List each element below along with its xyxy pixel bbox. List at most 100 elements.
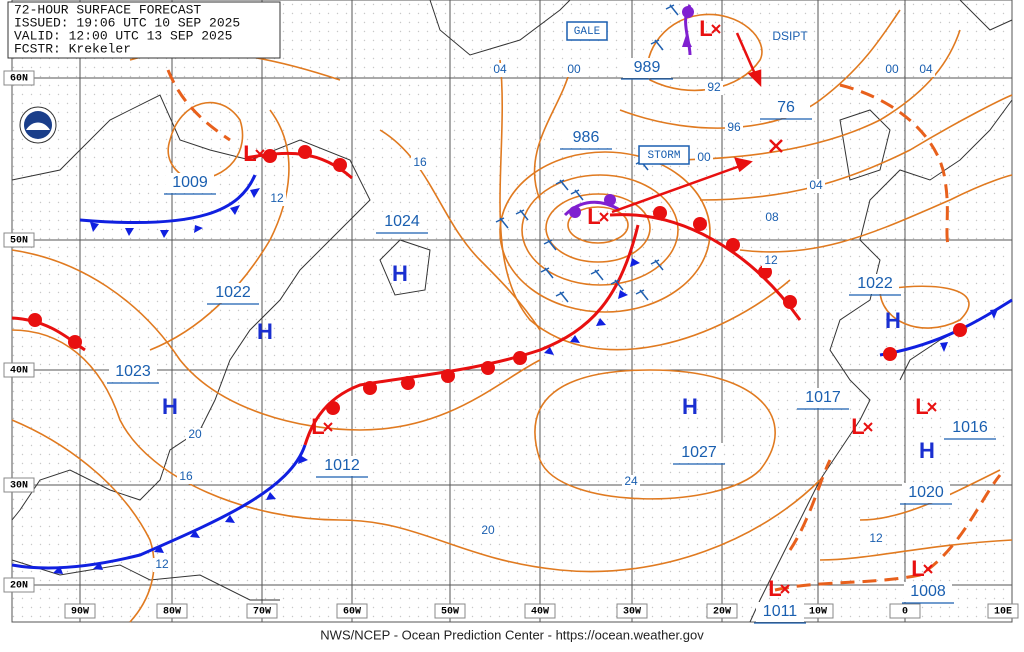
pressure-label-bg bbox=[762, 98, 810, 118]
low-center: L bbox=[768, 576, 781, 601]
isobar-label-bg bbox=[479, 524, 497, 538]
pressure-label-bg bbox=[318, 456, 366, 476]
lat-label-bg bbox=[3, 232, 35, 248]
isobar-label-bg bbox=[725, 121, 743, 135]
lon-label: 60W bbox=[343, 607, 361, 618]
lon-label-bg bbox=[434, 603, 466, 619]
isobar-label: 12 bbox=[764, 253, 778, 267]
pressure-label-bg bbox=[378, 212, 426, 232]
high-center: H bbox=[885, 308, 901, 333]
low-marker bbox=[780, 584, 790, 594]
lat-label: 20N bbox=[10, 581, 28, 592]
low-marker bbox=[255, 149, 265, 159]
low-marker bbox=[923, 564, 933, 574]
isobar-label: 04 bbox=[493, 62, 507, 76]
header-line: VALID: 12:00 UTC 13 SEP 2025 bbox=[14, 28, 232, 43]
status-label: DSIPT bbox=[772, 29, 808, 43]
pressure-label: 1009 bbox=[172, 174, 208, 191]
pressure-label-bg bbox=[166, 173, 214, 193]
pressure-label: 1016 bbox=[952, 419, 988, 436]
lon-label: 0 bbox=[902, 607, 908, 618]
lon-label: 40W bbox=[531, 607, 549, 618]
pressure-label: 1022 bbox=[857, 275, 893, 292]
isobar-label: 20 bbox=[188, 427, 202, 441]
lon-label-bg bbox=[706, 603, 738, 619]
graticule bbox=[12, 0, 1012, 622]
isobar-label: 00 bbox=[567, 62, 581, 76]
isobar-label: 12 bbox=[270, 191, 284, 205]
isobar-label: 24 bbox=[624, 474, 638, 488]
pressure-label-bg bbox=[904, 582, 952, 602]
lon-label: 80W bbox=[163, 607, 181, 618]
isobar-label-bg bbox=[268, 192, 286, 206]
lat-label: 50N bbox=[10, 236, 28, 247]
low-center: L bbox=[915, 394, 928, 419]
high-center: H bbox=[919, 438, 935, 463]
isobar-label-bg bbox=[763, 211, 781, 225]
pressure-label-bg bbox=[209, 283, 257, 303]
lon-label-bg bbox=[336, 603, 368, 619]
high-center: H bbox=[257, 319, 273, 344]
low-center: L bbox=[311, 414, 324, 439]
lon-label-bg bbox=[156, 603, 188, 619]
coastlines bbox=[11, 0, 1013, 623]
lon-label: 70W bbox=[253, 607, 271, 618]
pressure-label-bg bbox=[562, 128, 610, 148]
lat-label-bg bbox=[3, 70, 35, 86]
lat-label: 40N bbox=[10, 366, 28, 377]
low-center: L bbox=[587, 204, 600, 229]
low-marker bbox=[323, 422, 333, 432]
pressure-label-bg bbox=[109, 362, 157, 382]
low-center: L bbox=[243, 141, 256, 166]
isobar-label: 04 bbox=[809, 178, 823, 192]
lon-label: 90W bbox=[71, 607, 89, 618]
header-line: 72-HOUR SURFACE FORECAST bbox=[14, 2, 201, 17]
isobar-label: 12 bbox=[869, 531, 883, 545]
low-marker bbox=[927, 402, 937, 412]
lon-label: 20W bbox=[713, 607, 731, 618]
lon-label: 10W bbox=[809, 607, 827, 618]
low-marker bbox=[711, 24, 721, 34]
lon-label: 10E bbox=[994, 607, 1012, 618]
low-center: L bbox=[911, 556, 924, 581]
fronts bbox=[11, 4, 1013, 574]
warning-label: GALE bbox=[574, 26, 601, 38]
footer-credit: NWS/NCEP - Ocean Prediction Center - htt… bbox=[320, 627, 704, 642]
high-center: H bbox=[392, 261, 408, 286]
lat-label-bg bbox=[3, 577, 35, 593]
pressure-label: 1011 bbox=[763, 603, 798, 620]
pressure-label: 76 bbox=[777, 99, 795, 116]
isobar-label-bg bbox=[762, 254, 780, 268]
isobar-label: 12 bbox=[155, 557, 169, 571]
pressure-label-bg bbox=[799, 388, 847, 408]
isobar-label-bg bbox=[491, 63, 509, 77]
isobar-label: 08 bbox=[765, 210, 779, 224]
high-center: H bbox=[682, 394, 698, 419]
pressure-label-bg bbox=[756, 602, 804, 622]
isobar-label-bg bbox=[867, 532, 885, 546]
pressure-label-bg bbox=[902, 483, 950, 503]
pressure-label: 1017 bbox=[805, 389, 841, 406]
isobar-label: 92 bbox=[707, 80, 721, 94]
isobar-label-bg bbox=[695, 151, 713, 165]
isobar-label: 96 bbox=[727, 120, 741, 134]
isobar-label-bg bbox=[411, 156, 429, 170]
lon-label: 30W bbox=[623, 607, 641, 618]
low-marker bbox=[599, 212, 609, 222]
high-center: H bbox=[162, 394, 178, 419]
header-line: ISSUED: 19:06 UTC 10 SEP 2025 bbox=[14, 15, 240, 30]
pressure-label: 989 bbox=[634, 59, 661, 76]
isobar-label: 16 bbox=[413, 155, 427, 169]
isobars bbox=[11, 9, 1013, 623]
pressure-label: 1008 bbox=[910, 583, 946, 600]
low-marker bbox=[863, 422, 873, 432]
lon-label-bg bbox=[246, 603, 278, 619]
pressure-label: 1022 bbox=[215, 284, 251, 301]
pressure-label-bg bbox=[623, 58, 671, 78]
pressure-label: 1024 bbox=[384, 213, 420, 230]
isobar-label-bg bbox=[565, 63, 583, 77]
wind-barbs bbox=[495, 4, 679, 303]
lon-label: 50W bbox=[441, 607, 459, 618]
